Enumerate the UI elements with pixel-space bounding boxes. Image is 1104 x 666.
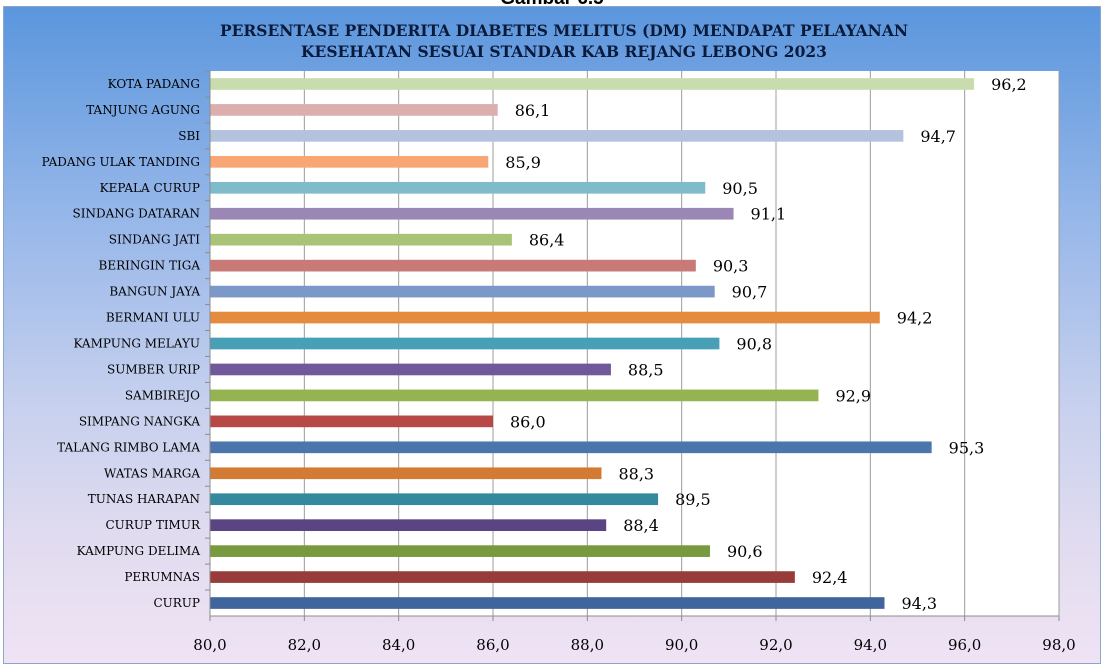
category-label: WATAS MARGA <box>104 466 200 480</box>
bar <box>210 155 489 168</box>
category-label: TANJUNG AGUNG <box>86 103 200 117</box>
bar <box>210 311 880 324</box>
category-label: SAMBIREJO <box>125 388 200 402</box>
category-label: SBI <box>178 129 200 143</box>
bar <box>210 467 602 480</box>
data-label: 90,3 <box>713 257 749 276</box>
bar <box>210 78 975 90</box>
category-axis: KOTA PADANG TANJUNG AGUNG SBI PADANG ULAK T… <box>42 70 211 616</box>
data-label: 86,0 <box>510 412 546 431</box>
x-tick-label: 88,0 <box>571 636 604 654</box>
data-label: 92,9 <box>835 386 871 405</box>
data-label: 88,4 <box>623 516 659 535</box>
bar <box>210 181 706 194</box>
chart-svg: PERSENTASE PENDERITA DIABETES MELITUS (D… <box>42 21 1076 654</box>
data-label: 94,7 <box>920 127 956 146</box>
x-tick-label: 98,0 <box>1042 636 1075 654</box>
x-tick-label: 80,0 <box>193 636 226 654</box>
data-label: 90,7 <box>732 283 768 302</box>
category-label: SIMPANG NANGKA <box>79 414 201 428</box>
category-label: CURUP <box>153 596 200 610</box>
category-label: SINDANG DATARAN <box>73 207 201 221</box>
chart-title-line-1: PERSENTASE PENDERITA DIABETES MELITUS (D… <box>220 21 908 40</box>
bar <box>210 389 819 402</box>
category-label: PERUMNAS <box>124 570 200 584</box>
bar <box>210 259 696 272</box>
data-label: 91,1 <box>751 205 787 224</box>
bar <box>210 441 932 454</box>
data-label: 90,5 <box>722 179 758 198</box>
bar <box>210 104 498 116</box>
data-label: 90,8 <box>736 335 772 354</box>
category-label: SINDANG JATI <box>109 233 200 247</box>
data-label: 94,2 <box>897 309 933 328</box>
category-label: SUMBER URIP <box>107 362 200 376</box>
bar <box>210 493 659 506</box>
category-label: KAMPUNG DELIMA <box>77 544 201 558</box>
data-label: 92,4 <box>812 568 848 587</box>
data-label: 90,6 <box>727 542 763 561</box>
data-label: 88,5 <box>628 360 664 379</box>
category-label: TALANG RIMBO LAMA <box>57 440 200 454</box>
category-label: CURUP TIMUR <box>105 518 200 532</box>
data-label: 85,9 <box>505 153 541 172</box>
bar <box>210 571 795 583</box>
bar <box>210 545 710 557</box>
x-tick-label: 92,0 <box>759 636 792 654</box>
x-tick-label: 84,0 <box>382 636 415 654</box>
x-tick-label: 90,0 <box>665 636 698 654</box>
data-labels: 96,2 86,1 94,7 85,9 90,5 91,1 86,4 90,3 90,7 94,2… <box>505 75 1026 613</box>
category-label: KEPALA CURUP <box>100 181 200 195</box>
x-tick-label: 94,0 <box>854 636 887 654</box>
x-tick-label: 96,0 <box>948 636 981 654</box>
category-label: BERMANI ULU <box>106 311 200 325</box>
bar <box>210 207 734 220</box>
value-axis: 80,0 82,0 84,0 86,0 88,0 90,0 92,0 94,0 96,0 98,0 <box>193 616 1076 654</box>
data-label: 89,5 <box>675 490 711 509</box>
bar <box>210 415 493 428</box>
data-label: 94,3 <box>901 594 937 613</box>
figure-caption: Gambar 6.5 <box>0 0 1104 10</box>
category-label: KOTA PADANG <box>108 77 200 91</box>
category-label: KAMPUNG MELAYU <box>73 337 200 351</box>
bar <box>210 233 512 246</box>
category-label: BERINGIN TIGA <box>99 259 201 273</box>
chart-frame: PERSENTASE PENDERITA DIABETES MELITUS (D… <box>3 6 1101 664</box>
x-tick-label: 82,0 <box>288 636 321 654</box>
bar <box>210 337 720 350</box>
bar <box>210 363 611 376</box>
data-label: 86,1 <box>515 101 551 120</box>
data-label: 88,3 <box>618 464 654 483</box>
bar <box>210 130 904 142</box>
category-label: PADANG ULAK TANDING <box>42 155 200 169</box>
data-label: 96,2 <box>991 75 1027 94</box>
chart-title-line-2: KESEHATAN SESUAI STANDAR KAB REJANG LEBO… <box>301 42 827 61</box>
bar <box>210 519 607 532</box>
data-label: 95,3 <box>949 438 985 457</box>
category-label: TUNAS HARAPAN <box>88 492 200 506</box>
data-label: 86,4 <box>529 231 565 250</box>
category-label: BANGUN JAYA <box>109 285 200 299</box>
bar-series <box>210 78 975 609</box>
bar <box>210 597 885 609</box>
x-tick-label: 86,0 <box>476 636 509 654</box>
bar <box>210 285 715 298</box>
